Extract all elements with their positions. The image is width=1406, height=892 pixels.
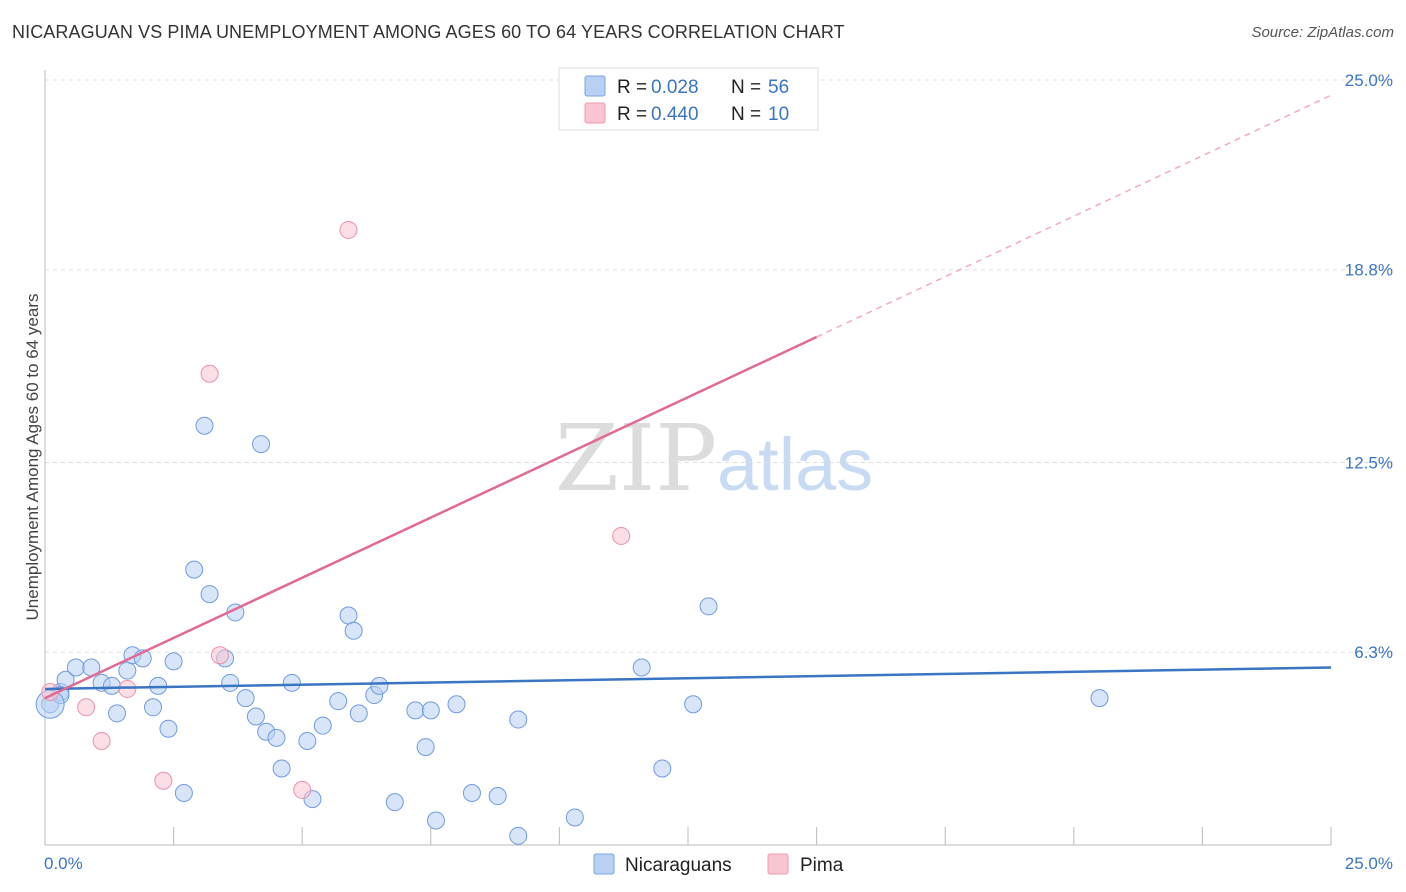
nicaraguans-point: [200, 585, 219, 604]
legend-swatch-nicaraguans: [584, 75, 606, 97]
legend-r-value-nicaraguans: 0.028: [651, 77, 699, 98]
nicaraguans-point: [684, 695, 703, 714]
nicaraguans-point: [421, 701, 440, 720]
nicaraguans-point: [267, 728, 286, 747]
trend-lines: [44, 94, 1332, 700]
nicaraguans-point: [195, 416, 214, 435]
pima-trend-extension: [816, 94, 1332, 338]
nicaraguans-point: [1090, 689, 1109, 708]
nicaraguans-point: [102, 676, 121, 695]
nicaraguans-point: [339, 606, 358, 625]
nicaraguans-point: [565, 808, 584, 827]
legend-n-label-nicaraguans: N =: [731, 77, 761, 98]
nicaraguans-point: [272, 759, 291, 778]
nicaraguans-point: [349, 704, 368, 723]
nicaraguans-point: [632, 658, 651, 677]
y-tick-label: 25.0%: [1345, 71, 1393, 90]
y-tick-label: 12.5%: [1345, 454, 1393, 473]
legend-r-label-nicaraguans: R =: [617, 77, 647, 98]
nicaraguans-point: [313, 716, 332, 735]
pima-trend-line: [44, 335, 818, 700]
nicaraguans-point: [509, 710, 528, 729]
y-axis-label: Unemployment Among Ages 60 to 64 years: [23, 294, 42, 621]
nicaraguans-trend-line: [44, 666, 1332, 691]
source-label: Source: ZipAtlas.com: [1251, 24, 1394, 41]
pima-point: [200, 364, 219, 383]
nicaraguans-point: [164, 652, 183, 671]
nicaraguans-point: [108, 704, 127, 723]
series-legend: Nicaraguans Pima: [593, 853, 844, 876]
pima-point: [210, 646, 229, 665]
nicaraguans-point: [406, 701, 425, 720]
legend-n-value-pima: 10: [768, 104, 789, 125]
legend-swatch-pima: [584, 102, 606, 124]
nicaraguans-point: [174, 783, 193, 802]
nicaraguans-point: [252, 435, 271, 454]
y-tick-label: 6.3%: [1354, 643, 1393, 662]
nicaraguans-point: [246, 707, 265, 726]
pima-point: [612, 526, 631, 545]
legend-n-value-nicaraguans: 56: [768, 77, 789, 98]
nicaraguans-series: [35, 71, 1109, 845]
nicaraguans-point: [699, 597, 718, 616]
nicaraguans-point: [385, 793, 404, 812]
legend-r-value-pima: 0.440: [651, 104, 699, 125]
nicaraguans-point: [159, 719, 178, 738]
pima-point: [339, 220, 358, 239]
nicaraguans-point: [221, 673, 240, 692]
nicaraguans-point: [509, 826, 528, 845]
nicaraguans-point: [144, 698, 163, 717]
nicaraguans-point: [185, 560, 204, 579]
nicaraguans-point: [329, 692, 348, 711]
chart-title: NICARAGUAN VS PIMA UNEMPLOYMENT AMONG AG…: [12, 22, 845, 42]
pima-point: [77, 698, 96, 717]
y-tick-labels: 6.3% 12.5% 18.8% 25.0%: [1345, 71, 1393, 662]
nicaraguans-point: [236, 689, 255, 708]
x-tick-label-max: 25.0%: [1345, 854, 1393, 873]
nicaraguans-point: [462, 783, 481, 802]
pima-series: [41, 220, 631, 799]
correlation-legend: R = 0.028 N = 56 R = 0.440 N = 10: [558, 67, 819, 131]
legend-r-label-pima: R =: [617, 104, 647, 125]
gridlines: [45, 79, 1393, 653]
nicaraguans-point: [426, 811, 445, 830]
nicaraguans-point: [344, 621, 363, 640]
bottom-legend-swatch-nicaraguans: [593, 853, 615, 875]
bottom-legend-label-pima: Pima: [800, 855, 844, 876]
pima-point: [154, 771, 173, 790]
bottom-legend-label-nicaraguans: Nicaraguans: [625, 855, 732, 876]
nicaraguans-point: [282, 673, 301, 692]
nicaraguans-point: [488, 787, 507, 806]
nicaraguans-point: [298, 731, 317, 750]
bottom-legend-swatch-pima: [767, 853, 789, 875]
x-tick-marks: [44, 827, 1332, 845]
x-tick-label-min: 0.0%: [44, 854, 83, 873]
nicaraguans-point: [370, 676, 389, 695]
pima-point: [92, 731, 111, 750]
pima-point: [293, 780, 312, 799]
nicaraguans-point: [66, 658, 85, 677]
nicaraguans-point: [653, 759, 672, 778]
y-tick-label: 18.8%: [1345, 261, 1393, 280]
nicaraguans-point: [416, 738, 435, 757]
legend-n-label-pima: N =: [731, 104, 761, 125]
watermark-atlas: atlas: [717, 423, 873, 506]
pima-point: [118, 679, 137, 698]
nicaraguans-point: [118, 661, 137, 680]
nicaraguans-point: [447, 695, 466, 714]
